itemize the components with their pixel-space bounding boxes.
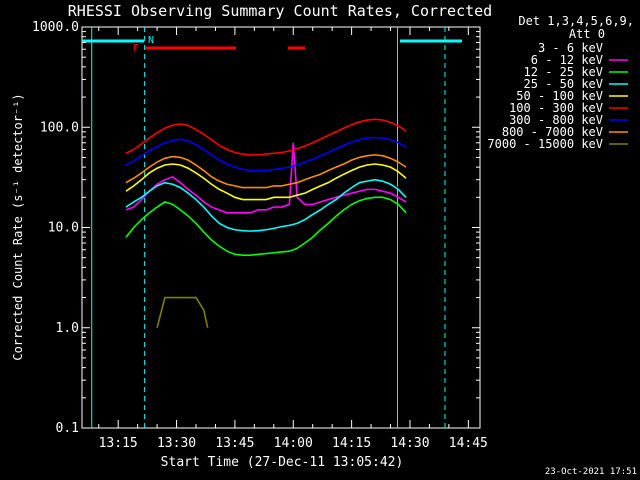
series-layer [125,118,407,328]
flag-f-label: F [133,43,139,54]
legend-entry-label: 3 - 6 keV [538,41,603,55]
y-tick-label: 1.0 [56,321,79,336]
x-axis: 13:15 13:30 13:45 14:00 14:15 14:30 14:45 [98,27,488,451]
x-tick-label: 13:30 [157,436,196,451]
series-line [125,178,407,232]
x-tick-label: 14:30 [390,436,429,451]
series-line [125,196,407,256]
x-tick-label: 13:45 [215,436,254,451]
legend-header-line-1: Det 1,3,4,5,6,9, [518,14,634,28]
legend-entry-label: 100 - 300 keV [509,101,603,115]
x-tick-label: 14:15 [332,436,371,451]
y-tick-label: 0.1 [56,421,79,436]
legend-header-line-2: Att 0 [569,27,605,41]
x-axis-label: Start Time (27-Dec-11 13:05:42) [161,455,404,470]
series-line [125,154,407,189]
x-tick-label: 14:00 [274,436,313,451]
legend-entry-label: 25 - 50 keV [524,77,603,91]
time-markers [91,27,446,428]
x-tick-label: 14:45 [449,436,488,451]
legend-entry-label: 300 - 800 keV [509,113,603,127]
series-line [125,136,407,172]
y-axis: 0.1 1.0 10.0 100.0 1000.0 [32,20,480,436]
series-line [156,296,209,328]
y-tick-label: 100.0 [40,120,79,135]
series-line [125,142,407,214]
legend-entry-label: 50 - 100 keV [516,89,603,103]
flag-layer: N F [82,35,462,54]
series-line [125,163,407,201]
legend-entry-label: 6 - 12 keV [531,53,603,67]
chart-title: RHESSI Observing Summary Count Rates, Co… [68,2,492,20]
footer-date: 23-Oct-2021 17:51 [545,467,637,477]
legend-entry-label: 12 - 25 keV [524,65,603,79]
flag-n-label: N [148,35,154,46]
y-tick-label: 1000.0 [32,20,79,35]
legend-entry-label: 7000 - 15000 keV [487,137,603,151]
series-line [125,153,407,214]
y-tick-label: 10.0 [48,221,79,236]
series-line [125,118,407,156]
legend-entry-label: 800 - 7000 keV [502,125,603,139]
y-axis-label: Corrected Count Rate (s⁻¹ detector⁻¹) [11,93,25,360]
x-tick-label: 13:15 [99,436,138,451]
